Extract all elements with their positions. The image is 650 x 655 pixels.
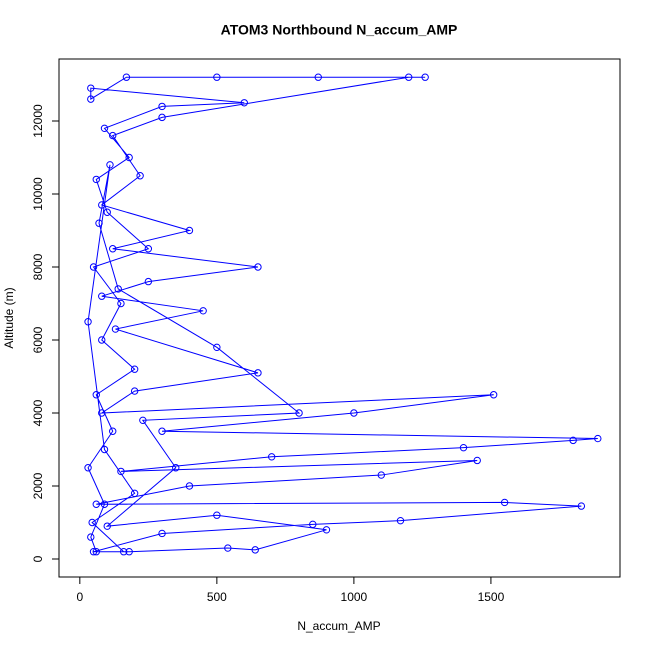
- data-point: [309, 520, 317, 529]
- data-point: [185, 226, 194, 235]
- data-point: [199, 307, 207, 315]
- data-point: [117, 299, 125, 308]
- y-tick-label: 12000: [31, 104, 45, 138]
- data-point: [322, 526, 331, 534]
- data-point: [87, 533, 95, 541]
- y-tick-label: 0: [31, 555, 45, 562]
- data-point: [254, 263, 262, 271]
- data-point: [98, 201, 106, 209]
- data-point: [98, 336, 106, 344]
- data-point: [125, 153, 133, 162]
- data-point: [89, 548, 98, 556]
- data-point: [172, 464, 180, 472]
- data-point: [87, 95, 95, 103]
- x-tick-label: 1000: [341, 590, 368, 604]
- data-line: [87, 76, 598, 553]
- data-point: [92, 548, 100, 556]
- data-point: [569, 436, 577, 445]
- data-point: [103, 522, 111, 530]
- y-tick-label: 10000: [31, 177, 45, 211]
- data-point: [95, 219, 103, 227]
- data-point: [213, 511, 221, 519]
- data-point: [251, 546, 259, 554]
- data-point: [136, 172, 144, 180]
- data-point: [139, 416, 147, 425]
- data-point: [114, 285, 122, 293]
- data-point: [158, 529, 166, 538]
- data-point: [295, 409, 303, 417]
- data-point: [119, 548, 128, 556]
- data-point: [130, 365, 139, 373]
- y-tick-label: 4000: [31, 399, 45, 426]
- y-tick-label: 2000: [31, 472, 45, 499]
- data-point: [100, 445, 109, 454]
- data-point: [314, 73, 322, 81]
- data-point: [100, 500, 109, 508]
- data-point: [489, 391, 498, 399]
- data-point: [500, 498, 509, 507]
- data-point: [577, 502, 586, 510]
- data-point: [100, 124, 109, 133]
- data-point: [106, 161, 114, 169]
- data-point: [377, 471, 385, 479]
- data-point: [396, 516, 405, 525]
- data-point: [144, 245, 153, 253]
- data-point: [117, 467, 125, 476]
- data-point: [254, 369, 262, 377]
- data-point: [92, 391, 100, 399]
- x-tick-label: 0: [76, 590, 83, 604]
- x-axis-label: N_accum_AMP: [297, 619, 380, 633]
- y-tick-label: 8000: [31, 253, 45, 280]
- data-point: [594, 434, 602, 443]
- y-axis-label: Altitude (m): [2, 287, 16, 348]
- data-point: [111, 325, 120, 333]
- data-point: [421, 73, 429, 81]
- data-point: [92, 175, 100, 184]
- x-tick-label: 1500: [478, 590, 505, 604]
- data-point: [350, 409, 358, 417]
- data-point: [144, 277, 153, 286]
- chart-title: ATOM3 Northbound N_accum_AMP: [221, 22, 458, 38]
- x-tick-label: 500: [207, 590, 227, 604]
- data-point: [267, 453, 276, 461]
- data-point: [459, 443, 468, 452]
- y-tick-label: 6000: [31, 326, 45, 353]
- data-point: [240, 99, 248, 107]
- data-point: [130, 387, 139, 395]
- data-point: [103, 208, 111, 216]
- plot-frame: [58, 58, 621, 578]
- data-point: [158, 113, 166, 122]
- data-point: [98, 292, 106, 300]
- data-point: [130, 489, 139, 498]
- data-point: [158, 102, 166, 111]
- data-point: [89, 263, 98, 271]
- data-point: [185, 482, 194, 490]
- data-point: [109, 131, 117, 140]
- data-point: [473, 456, 481, 465]
- data-point: [87, 84, 95, 92]
- data-point: [158, 427, 166, 435]
- data-point: [84, 318, 92, 326]
- data-point: [213, 343, 221, 352]
- data-point: [88, 518, 96, 527]
- data-point: [224, 544, 232, 552]
- data-point: [98, 409, 106, 417]
- data-point: [122, 73, 131, 81]
- data-point: [84, 464, 92, 472]
- data-point: [125, 548, 133, 556]
- data-point: [109, 427, 117, 435]
- data-point: [92, 500, 100, 508]
- data-point: [213, 73, 221, 81]
- data-point: [405, 73, 413, 81]
- data-point: [109, 245, 117, 253]
